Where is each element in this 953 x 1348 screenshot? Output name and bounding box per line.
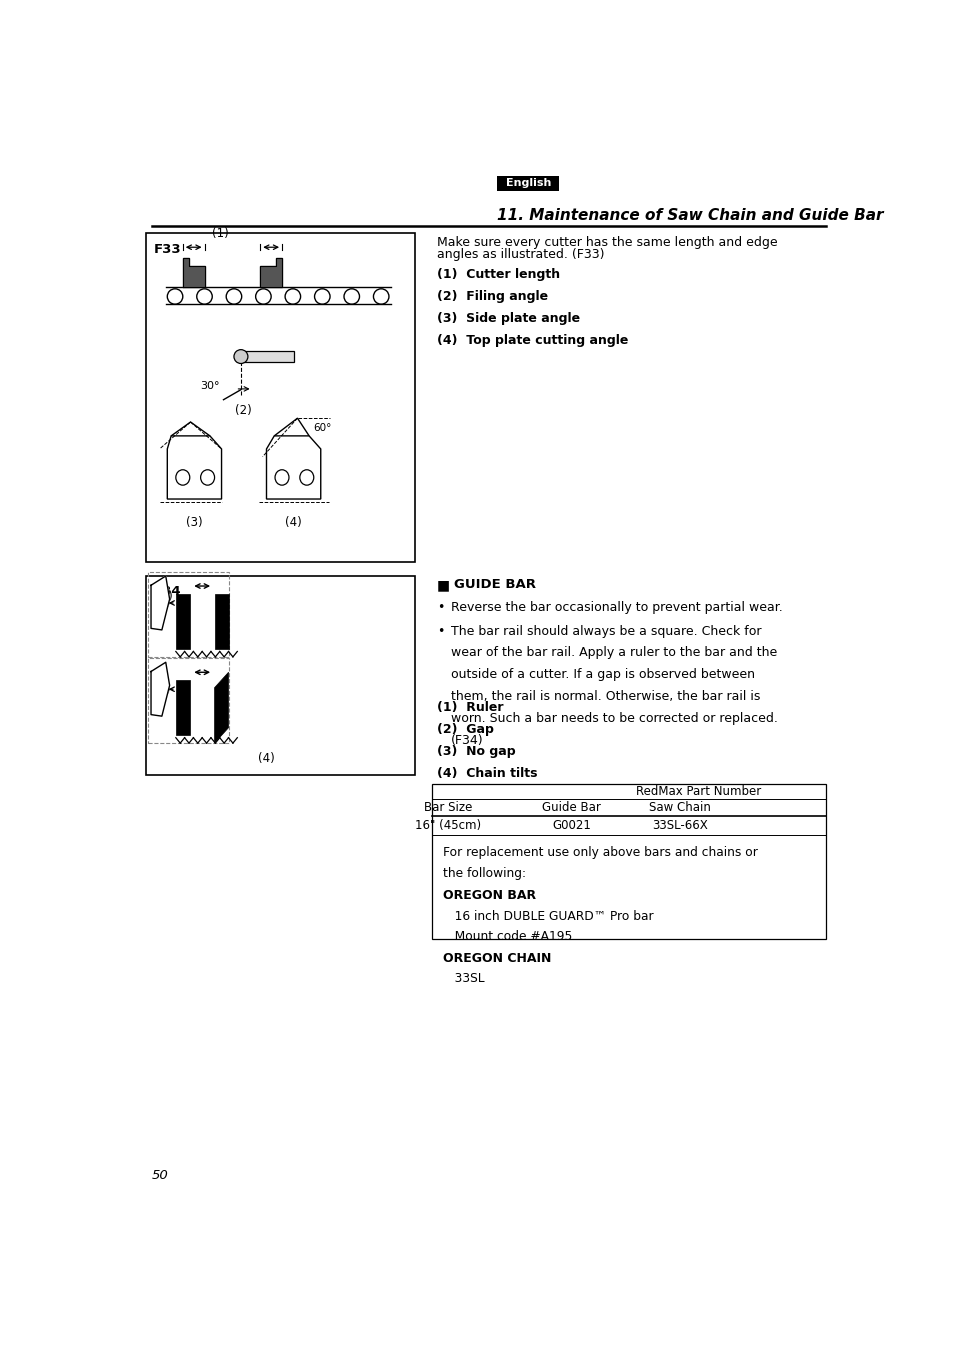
Text: English: English [505,178,551,189]
Polygon shape [175,679,190,736]
Text: F34: F34 [154,585,182,599]
Text: 33SL-66X: 33SL-66X [652,820,707,832]
Text: (2): (2) [234,404,252,418]
Ellipse shape [200,469,214,485]
Text: (1)  Ruler: (1) Ruler [436,701,503,713]
Text: angles as illustrated. (F33): angles as illustrated. (F33) [436,248,604,262]
Text: •: • [436,624,444,638]
Polygon shape [167,435,221,499]
Text: OREGON BAR: OREGON BAR [443,888,536,902]
Text: (3): (3) [186,516,203,528]
Polygon shape [151,662,170,716]
Text: Make sure every cutter has the same length and edge: Make sure every cutter has the same leng… [436,236,777,248]
FancyBboxPatch shape [242,352,294,363]
Text: 16 inch DUBLE GUARD™ Pro bar: 16 inch DUBLE GUARD™ Pro bar [443,910,653,923]
Polygon shape [175,593,190,650]
Text: 30°: 30° [200,381,220,391]
Text: Reverse the bar occasionally to prevent partial wear.: Reverse the bar occasionally to prevent … [451,601,781,613]
Text: F33: F33 [154,243,182,256]
Text: (3)  No gap: (3) No gap [436,744,515,758]
Text: (1): (1) [212,226,228,240]
Text: 85°: 85° [184,439,203,450]
Text: For replacement use only above bars and chains or: For replacement use only above bars and … [443,845,758,859]
Text: (4): (4) [285,516,302,528]
Text: •: • [436,601,444,613]
Text: (4): (4) [258,752,274,766]
Text: (4)  Top plate cutting angle: (4) Top plate cutting angle [436,334,628,346]
FancyBboxPatch shape [432,785,825,940]
Text: (3)  Side plate angle: (3) Side plate angle [436,311,579,325]
Polygon shape [151,576,170,630]
Polygon shape [214,593,229,650]
Text: GUIDE BAR: GUIDE BAR [454,578,536,592]
Text: (2)  Filing angle: (2) Filing angle [436,290,548,303]
Text: worn. Such a bar needs to be corrected or replaced.: worn. Such a bar needs to be corrected o… [451,712,777,725]
Text: Mount code #A195.: Mount code #A195. [443,930,576,944]
Text: 11. Maintenance of Saw Chain and Guide Bar: 11. Maintenance of Saw Chain and Guide B… [497,208,883,222]
Text: RedMax Part Number: RedMax Part Number [636,785,760,798]
Polygon shape [260,257,282,287]
Ellipse shape [274,469,289,485]
Text: wear of the bar rail. Apply a ruler to the bar and the: wear of the bar rail. Apply a ruler to t… [451,647,777,659]
Circle shape [233,349,248,364]
Text: The bar rail should always be a square. Check for: The bar rail should always be a square. … [451,624,760,638]
Text: (2)  Gap: (2) Gap [436,723,494,736]
FancyBboxPatch shape [146,233,415,562]
Polygon shape [183,257,204,287]
Ellipse shape [299,469,314,485]
Text: 33SL: 33SL [443,972,484,985]
Polygon shape [266,435,320,499]
Text: OREGON CHAIN: OREGON CHAIN [443,952,551,965]
FancyBboxPatch shape [497,175,558,191]
Text: (3): (3) [154,682,171,696]
Polygon shape [214,673,229,743]
Text: 50: 50 [152,1169,169,1182]
Ellipse shape [175,469,190,485]
Text: (4)  Chain tilts: (4) Chain tilts [436,767,537,779]
FancyBboxPatch shape [146,576,415,775]
Text: ■: ■ [436,578,450,592]
Text: Bar Size: Bar Size [423,801,472,814]
Text: 16" (45cm): 16" (45cm) [415,820,480,832]
Text: Guide Bar: Guide Bar [542,801,600,814]
Text: them, the rail is normal. Otherwise, the bar rail is: them, the rail is normal. Otherwise, the… [451,690,760,704]
Text: (2): (2) [154,596,171,609]
Text: the following:: the following: [443,867,526,880]
Text: Saw Chain: Saw Chain [649,801,711,814]
Text: G0021: G0021 [552,820,591,832]
Text: outside of a cutter. If a gap is observed between: outside of a cutter. If a gap is observe… [451,669,754,682]
Text: 60°: 60° [313,423,331,433]
Text: (F34): (F34) [451,735,483,747]
Text: (1)  Cutter length: (1) Cutter length [436,268,559,280]
Text: (1): (1) [155,590,172,603]
